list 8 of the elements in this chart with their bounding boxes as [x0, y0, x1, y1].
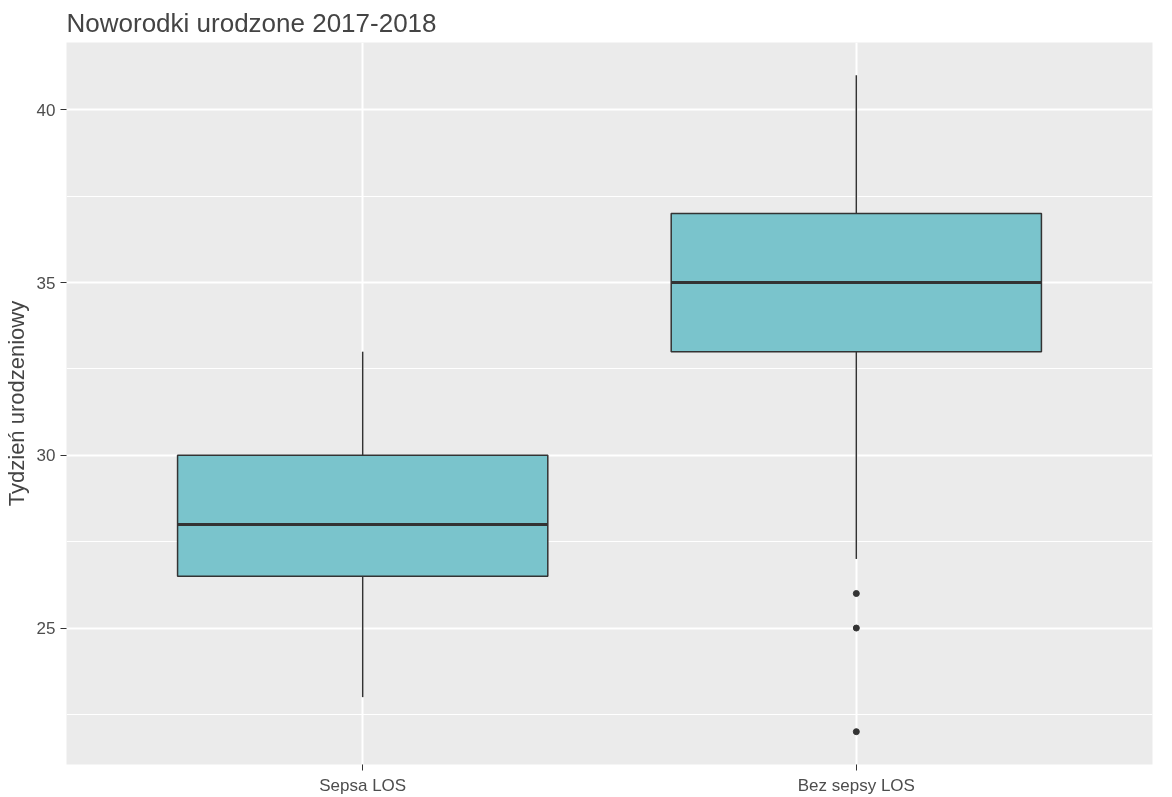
- y-tick-label: 30: [36, 446, 56, 466]
- y-tick-label: 25: [36, 619, 56, 639]
- y-tick-label: 40: [36, 100, 56, 120]
- chart-title: Noworodki urodzone 2017-2018: [66, 7, 437, 38]
- y-axis-title: Tydzień urodzeniowy: [3, 300, 29, 507]
- x-tick-label: Bez sepsy LOS: [797, 775, 915, 795]
- y-tick-label: 35: [36, 273, 56, 293]
- x-tick-label: Sepsa LOS: [319, 775, 407, 795]
